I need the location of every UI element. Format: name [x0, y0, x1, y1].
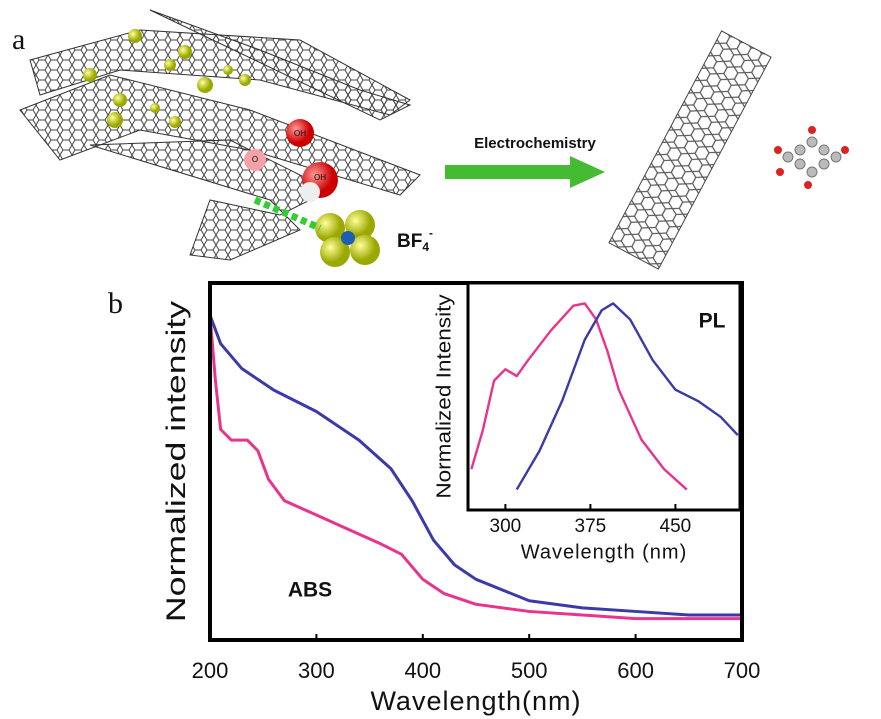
- data-line: [515, 302, 739, 491]
- data-line: [470, 302, 688, 491]
- x-tick-label: 300: [490, 516, 522, 537]
- annotation: PL: [699, 310, 726, 333]
- x-tick-label: 500: [511, 658, 548, 683]
- sphere-label: OH: [294, 129, 306, 138]
- x-axis-label: Wavelength (nm): [521, 541, 688, 563]
- x-tick-label: 300: [298, 658, 335, 683]
- data-line: [208, 315, 742, 621]
- ion-subscript: 4: [422, 240, 429, 254]
- plot-frame: [466, 281, 742, 512]
- annotation: ABS: [288, 579, 332, 602]
- y-axis-label: Normalized Intensity: [433, 294, 455, 498]
- x-tick-label: 375: [575, 516, 607, 537]
- arrow-label: Electrochemistry: [474, 135, 596, 152]
- data-line: [208, 314, 742, 617]
- x-tick-label: 700: [724, 658, 761, 683]
- panel-a-drawing: [19, 9, 849, 270]
- x-axis-label: Wavelength(nm): [370, 686, 581, 716]
- x-tick-label: 600: [617, 658, 654, 683]
- ion-base: BF: [397, 231, 422, 252]
- panel-label: b: [108, 287, 123, 320]
- ion-superscript: -: [429, 226, 433, 240]
- x-tick-label: 400: [404, 658, 441, 683]
- x-tick-label: 200: [192, 658, 229, 683]
- panel-label: a: [12, 23, 25, 56]
- ion-label: BF4-: [397, 226, 433, 254]
- inset-background: [468, 283, 740, 510]
- sphere-label: O: [252, 155, 258, 164]
- sphere-label: OH: [314, 173, 326, 182]
- x-tick-label: 450: [660, 516, 692, 537]
- y-axis-label: Normalized intensity: [161, 300, 191, 622]
